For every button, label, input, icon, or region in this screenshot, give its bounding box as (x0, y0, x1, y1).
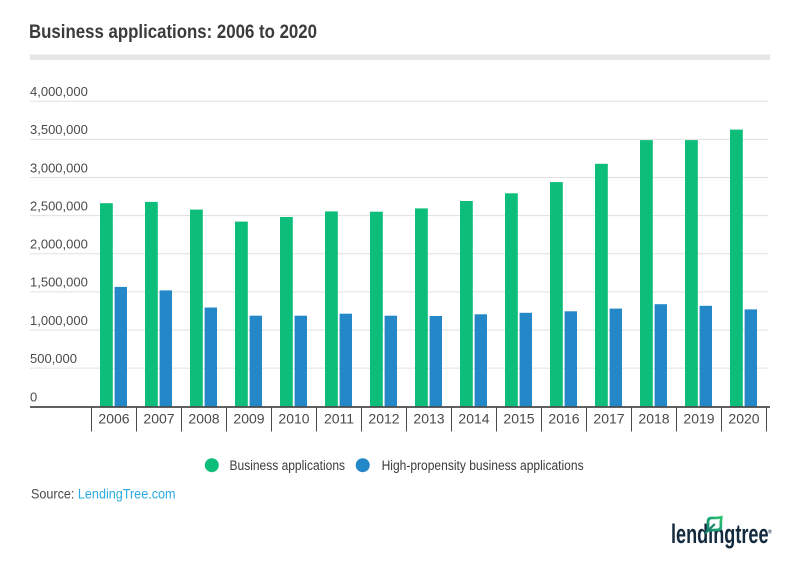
svg-text:2009: 2009 (233, 411, 264, 427)
svg-text:2006: 2006 (98, 411, 129, 427)
svg-text:4,000,000: 4,000,000 (30, 84, 88, 99)
svg-text:Business applications: Business applications (230, 458, 346, 473)
svg-text:2014: 2014 (458, 411, 489, 427)
svg-text:2,500,000: 2,500,000 (30, 198, 88, 213)
svg-text:2016: 2016 (548, 411, 579, 427)
svg-text:500,000: 500,000 (30, 351, 77, 366)
svg-text:Source: LendingTree.com: Source: LendingTree.com (31, 487, 176, 502)
svg-text:High-propensity business appli: High-propensity business applications (382, 458, 584, 473)
svg-text:0: 0 (30, 389, 37, 404)
svg-text:2008: 2008 (188, 411, 219, 427)
svg-text:2,000,000: 2,000,000 (30, 237, 88, 252)
svg-text:2007: 2007 (143, 411, 174, 427)
svg-text:2011: 2011 (324, 411, 354, 427)
svg-text:2010: 2010 (278, 411, 309, 427)
svg-text:2012: 2012 (368, 411, 399, 427)
svg-text:3,000,000: 3,000,000 (30, 160, 88, 175)
svg-text:1,500,000: 1,500,000 (30, 275, 88, 290)
svg-text:1,000,000: 1,000,000 (30, 313, 88, 328)
svg-text:2018: 2018 (638, 411, 669, 427)
svg-text:®: ® (768, 529, 772, 536)
svg-text:3,500,000: 3,500,000 (30, 122, 88, 137)
svg-text:Business applications: 2006 to: Business applications: 2006 to 2020 (29, 22, 317, 43)
svg-text:2020: 2020 (728, 411, 759, 427)
svg-text:2019: 2019 (683, 411, 714, 427)
svg-text:2013: 2013 (413, 411, 444, 427)
svg-text:2017: 2017 (593, 411, 624, 427)
svg-text:2015: 2015 (503, 411, 534, 427)
